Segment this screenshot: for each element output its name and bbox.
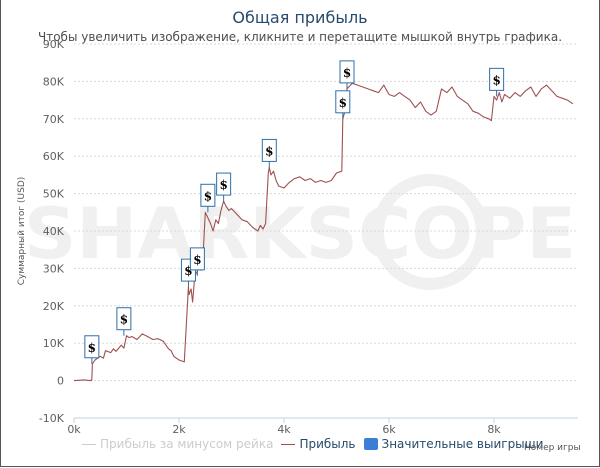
svg-text:6k: 6k — [382, 423, 396, 436]
big-win-flag[interactable]: $ — [339, 60, 355, 89]
svg-text:$: $ — [339, 96, 347, 110]
legend-line-icon — [281, 443, 296, 445]
legend-item-rake-profit[interactable]: Прибыль за минусом рейка — [82, 437, 273, 451]
legend-box-icon — [363, 438, 378, 450]
svg-text:SHARKSCOPE: SHARKSCOPE — [24, 193, 576, 275]
svg-text:60K: 60K — [43, 150, 65, 163]
svg-text:-10K: -10K — [39, 412, 65, 425]
big-win-flag[interactable]: $ — [189, 247, 205, 276]
legend-item-big-wins[interactable]: Значительные выигрыши — [363, 437, 544, 451]
svg-text:80K: 80K — [43, 75, 65, 88]
big-win-flag[interactable]: $ — [261, 138, 277, 168]
big-win-flag[interactable]: $ — [335, 90, 351, 119]
svg-text:30K: 30K — [43, 262, 65, 275]
svg-text:$: $ — [120, 313, 128, 327]
svg-text:$: $ — [265, 144, 273, 158]
y-axis-ticks: -10K 0 10K 20K 30K 40K 50K 60K 70K 80K 90K — [39, 38, 65, 425]
svg-text:70K: 70K — [43, 113, 65, 126]
sharkscope-watermark: SHARKSCOPE — [24, 174, 576, 290]
big-win-flag[interactable]: $ — [116, 307, 132, 336]
svg-text:$: $ — [492, 73, 500, 87]
legend-line-icon — [82, 443, 96, 445]
big-win-flag[interactable]: $ — [200, 183, 216, 213]
big-win-flag[interactable]: $ — [84, 335, 100, 364]
svg-text:2k: 2k — [172, 423, 186, 436]
svg-text:$: $ — [88, 341, 96, 355]
big-win-markers[interactable]: $$$$$$$$$$ — [84, 60, 505, 364]
svg-text:$: $ — [184, 264, 192, 278]
svg-text:10K: 10K — [43, 337, 65, 350]
big-win-flag[interactable]: $ — [216, 172, 232, 202]
svg-text:0k: 0k — [67, 423, 81, 436]
legend-item-profit[interactable]: Прибыль — [281, 437, 356, 451]
legend-label: Прибыль — [299, 437, 356, 451]
svg-text:90K: 90K — [43, 38, 65, 51]
chart-title: Общая прибыль — [232, 8, 368, 27]
legend-label: Прибыль за минусом рейка — [100, 437, 274, 451]
svg-text:$: $ — [219, 178, 227, 192]
svg-text:40K: 40K — [43, 225, 65, 238]
svg-text:$: $ — [343, 66, 351, 80]
x-axis-ticks: 0k 2k 4k 6k 8k — [67, 418, 501, 436]
svg-text:20K: 20K — [43, 300, 65, 313]
y-axis-title: Суммарный итог (USD) — [17, 177, 27, 286]
big-win-flag[interactable]: $ — [489, 67, 505, 97]
svg-text:50K: 50K — [43, 188, 65, 201]
svg-text:$: $ — [204, 189, 212, 203]
profit-series — [73, 82, 574, 382]
chart-subtitle: Чтобы увеличить изображение, кликните и … — [37, 30, 563, 44]
chart-legend: Прибыль за минусом рейка Прибыль Значите… — [82, 437, 551, 451]
svg-text:4k: 4k — [277, 423, 291, 436]
legend-label: Значительные выигрыши — [381, 437, 544, 451]
svg-text:8k: 8k — [487, 423, 501, 436]
svg-text:0: 0 — [57, 375, 64, 388]
svg-text:$: $ — [193, 253, 201, 267]
x-axis-title: Номер игры — [524, 443, 581, 453]
